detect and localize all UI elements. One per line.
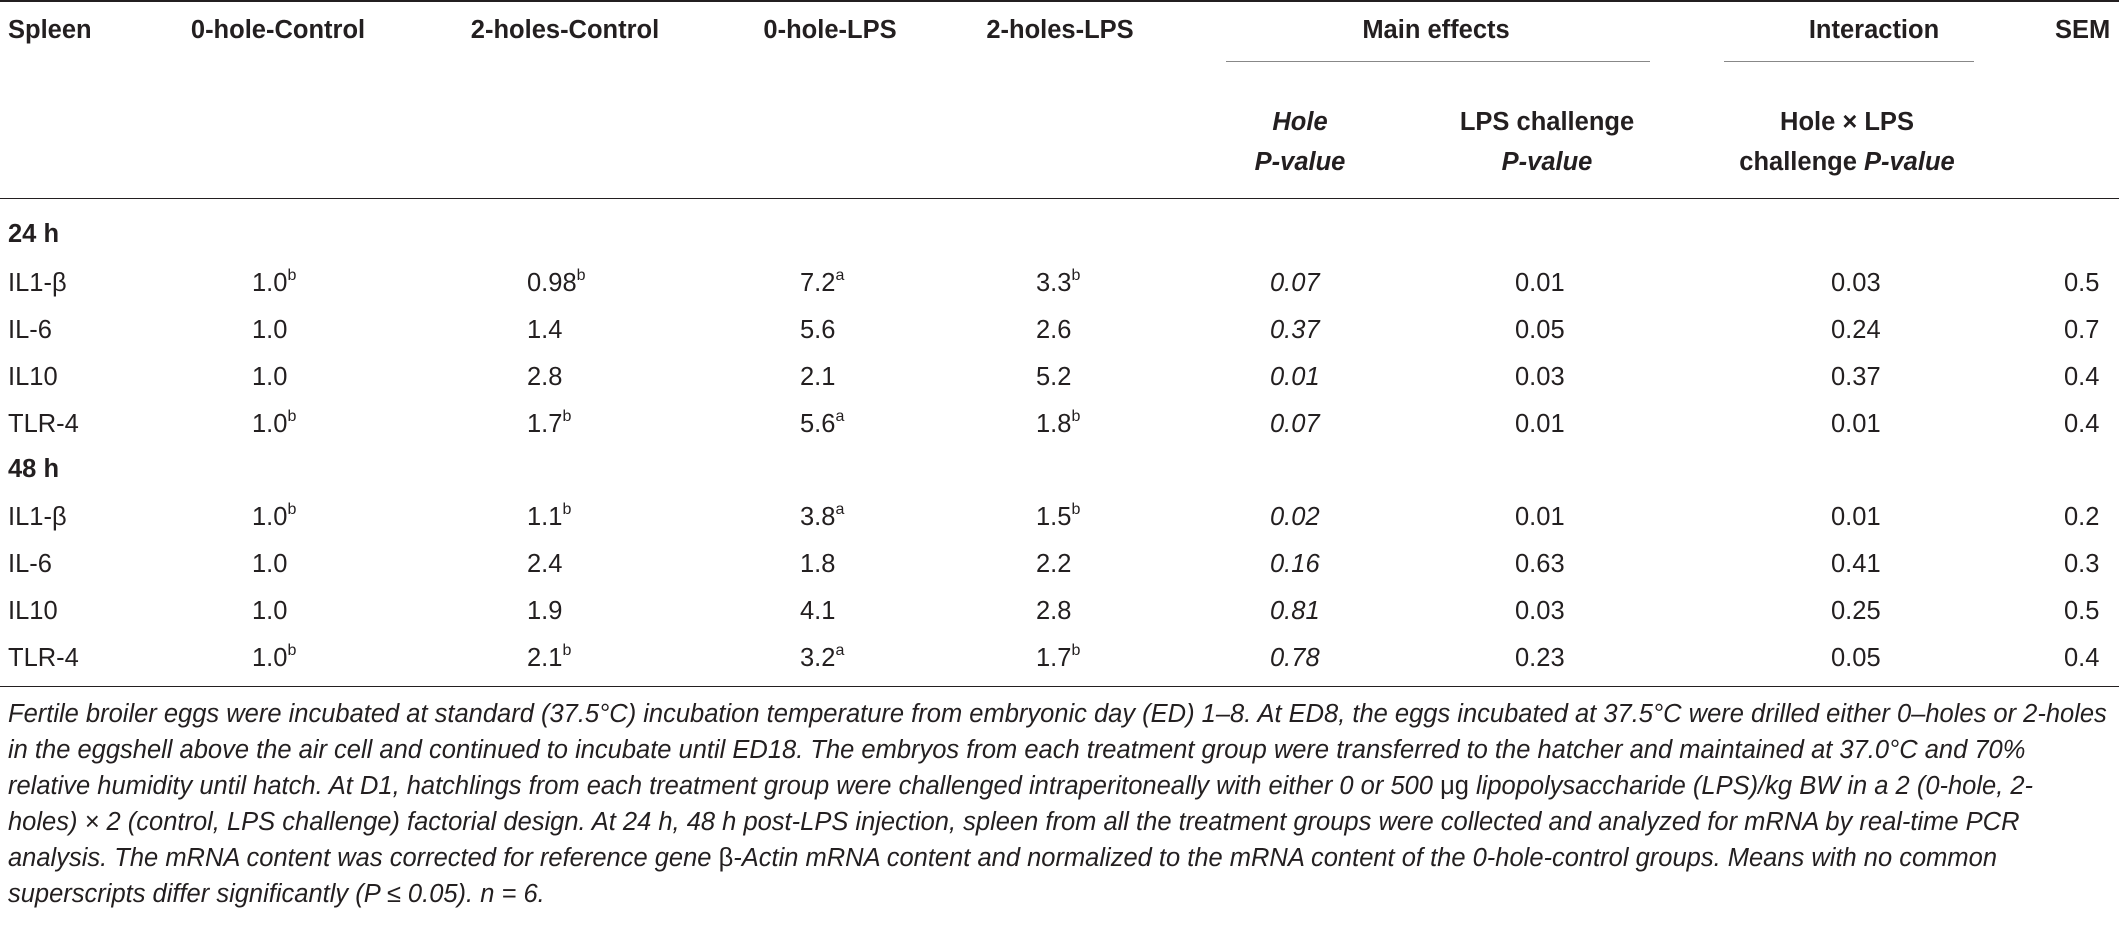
cell-0-hole-control: 1.0 <box>252 550 288 578</box>
cell-sem: 0.4 <box>2064 410 2100 438</box>
cell-hole-p: 0.78 <box>1270 644 1320 672</box>
cell-2-holes-lps: 2.6 <box>1036 316 1072 344</box>
cell-0-hole-control: 1.0b <box>252 641 297 672</box>
cell-interaction-p: 0.25 <box>1831 597 1881 625</box>
header-0-hole-lps: 0-hole-LPS <box>763 16 897 44</box>
cell-2-holes-control: 2.1b <box>527 641 572 672</box>
cell-interaction-p: 0.37 <box>1831 363 1881 391</box>
cell-sem: 0.4 <box>2064 363 2100 391</box>
cell-0-hole-lps: 3.8a <box>800 500 845 531</box>
cell-0-hole-lps: 2.1 <box>800 363 836 391</box>
cell-2-holes-lps: 1.5b <box>1036 500 1081 531</box>
cell-hole-p: 0.01 <box>1270 363 1320 391</box>
table-bottom-rule <box>0 686 2119 687</box>
header-sem: SEM <box>2055 16 2111 44</box>
cell-2-holes-lps: 2.8 <box>1036 597 1072 625</box>
cell-2-holes-lps: 3.3b <box>1036 266 1081 297</box>
cell-2-holes-control: 0.98b <box>527 266 586 297</box>
subheader-lps-line2: P-value <box>1501 148 1593 176</box>
cell-interaction-p: 0.05 <box>1831 644 1881 672</box>
cell-0-hole-lps: 3.2a <box>800 641 845 672</box>
cell-0-hole-control: 1.0 <box>252 363 288 391</box>
cell-0-hole-lps: 5.6a <box>800 407 845 438</box>
cell-2-holes-lps: 1.7b <box>1036 641 1081 672</box>
main-effects-spanner-rule <box>1226 61 1650 62</box>
cell-2-holes-lps: 2.2 <box>1036 550 1072 578</box>
cell-lps-p: 0.03 <box>1515 597 1565 625</box>
row-gene: IL-6 <box>8 550 52 578</box>
cell-sem: 0.5 <box>2064 597 2100 625</box>
cell-interaction-p: 0.24 <box>1831 316 1881 344</box>
cell-lps-p: 0.63 <box>1515 550 1565 578</box>
cell-0-hole-control: 1.0 <box>252 316 288 344</box>
header-2-holes-control: 2-holes-Control <box>470 16 660 44</box>
cell-interaction-p: 0.03 <box>1831 269 1881 297</box>
cell-0-hole-lps: 7.2a <box>800 266 845 297</box>
cell-lps-p: 0.01 <box>1515 269 1565 297</box>
header-2-holes-lps: 2-holes-LPS <box>986 16 1134 44</box>
cell-2-holes-control: 2.4 <box>527 550 563 578</box>
section-label-48h: 48 h <box>8 455 60 483</box>
cell-lps-p: 0.01 <box>1515 503 1565 531</box>
table-footnote: Fertile broiler eggs were incubated at s… <box>8 700 2107 908</box>
cell-hole-p: 0.16 <box>1270 550 1320 578</box>
row-gene: IL1-β <box>8 503 67 531</box>
cell-2-holes-control: 2.8 <box>527 363 563 391</box>
header-spleen: Spleen <box>8 16 92 44</box>
subheader-hole-line2: P-value <box>1254 148 1346 176</box>
cell-0-hole-control: 1.0 <box>252 597 288 625</box>
cell-lps-p: 0.03 <box>1515 363 1565 391</box>
subheader-lps-line1: LPS challenge <box>1459 108 1635 136</box>
header-bottom-rule <box>0 198 2119 199</box>
row-gene: IL1-β <box>8 269 67 297</box>
cell-2-holes-control: 1.4 <box>527 316 563 344</box>
subheader-interaction-line1: Hole × LPS <box>1780 108 1914 136</box>
cell-hole-p: 0.02 <box>1270 503 1320 531</box>
header-interaction: Interaction <box>1808 16 1940 44</box>
row-gene: IL10 <box>8 597 58 625</box>
cell-sem: 0.7 <box>2064 316 2100 344</box>
cell-sem: 0.4 <box>2064 644 2100 672</box>
cell-2-holes-control: 1.7b <box>527 407 572 438</box>
table-top-rule <box>0 0 2119 2</box>
subheader-interaction-line2: challenge P-value <box>1739 148 1955 176</box>
cell-lps-p: 0.05 <box>1515 316 1565 344</box>
row-gene: TLR-4 <box>8 410 79 438</box>
cell-0-hole-lps: 1.8 <box>800 550 836 578</box>
cell-0-hole-control: 1.0b <box>252 266 297 297</box>
row-gene: IL10 <box>8 363 58 391</box>
subheader-hole-line1: Hole <box>1272 108 1328 136</box>
cell-lps-p: 0.01 <box>1515 410 1565 438</box>
cell-interaction-p: 0.41 <box>1831 550 1881 578</box>
cell-interaction-p: 0.01 <box>1831 503 1881 531</box>
cell-2-holes-control: 1.1b <box>527 500 572 531</box>
cell-hole-p: 0.07 <box>1270 269 1320 297</box>
cell-sem: 0.3 <box>2064 550 2100 578</box>
cell-2-holes-lps: 5.2 <box>1036 363 1072 391</box>
cell-0-hole-control: 1.0b <box>252 407 297 438</box>
header-main-effects: Main effects <box>1362 16 1510 44</box>
cell-hole-p: 0.81 <box>1270 597 1320 625</box>
cell-sem: 0.5 <box>2064 269 2100 297</box>
section-label-24h: 24 h <box>8 220 60 248</box>
cell-0-hole-lps: 5.6 <box>800 316 836 344</box>
cell-interaction-p: 0.01 <box>1831 410 1881 438</box>
cell-0-hole-lps: 4.1 <box>800 597 836 625</box>
row-gene: IL-6 <box>8 316 52 344</box>
cell-hole-p: 0.37 <box>1270 316 1320 344</box>
cell-2-holes-lps: 1.8b <box>1036 407 1081 438</box>
cell-0-hole-control: 1.0b <box>252 500 297 531</box>
header-0-hole-control: 0-hole-Control <box>190 16 366 44</box>
cell-hole-p: 0.07 <box>1270 410 1320 438</box>
cell-lps-p: 0.23 <box>1515 644 1565 672</box>
cell-sem: 0.2 <box>2064 503 2100 531</box>
row-gene: TLR-4 <box>8 644 79 672</box>
interaction-spanner-rule <box>1724 61 1974 62</box>
cell-2-holes-control: 1.9 <box>527 597 563 625</box>
